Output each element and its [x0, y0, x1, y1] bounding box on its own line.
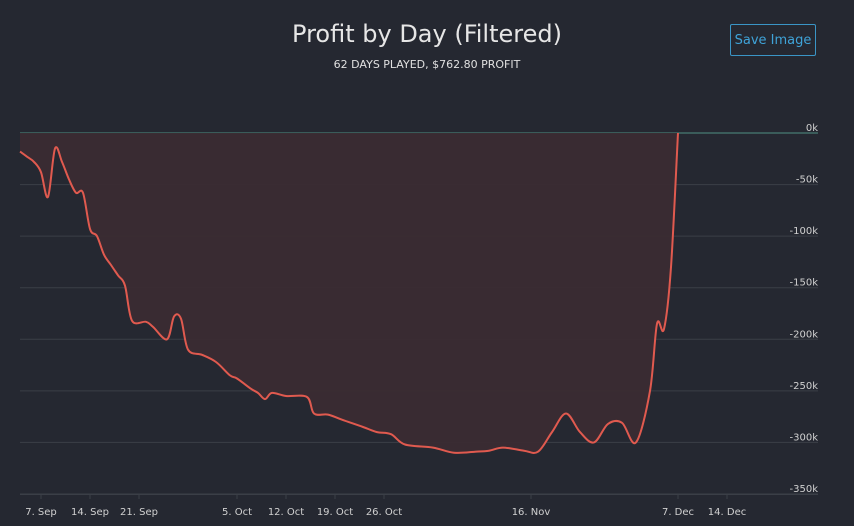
- y-tick-label: -100k: [790, 226, 819, 237]
- x-tick-label: 7. Dec: [662, 507, 694, 518]
- chart-title: Profit by Day (Filtered): [292, 20, 562, 48]
- y-tick-label: -50k: [796, 175, 818, 186]
- chart-subtitle: 62 DAYS PLAYED, $762.80 PROFIT: [333, 58, 521, 71]
- y-tick-label: -300k: [790, 432, 819, 443]
- save-image-button[interactable]: Save Image: [730, 24, 816, 56]
- x-tick-label: 7. Sep: [25, 507, 57, 518]
- x-tick-label: 14. Sep: [71, 507, 109, 518]
- x-tick-label: 19. Oct: [317, 507, 353, 518]
- x-tick-label: 26. Oct: [366, 507, 402, 518]
- x-tick-label: 16. Nov: [512, 507, 551, 518]
- x-tick-label: 21. Sep: [120, 507, 158, 518]
- x-tick-label: 12. Oct: [268, 507, 304, 518]
- profit-series-line: [19, 132, 679, 454]
- x-tick-label: 5. Oct: [222, 507, 252, 518]
- y-tick-label: 0k: [806, 123, 818, 134]
- y-tick-label: -200k: [790, 329, 819, 340]
- y-tick-label: -250k: [790, 381, 819, 392]
- y-axis: 0k -50k -100k -150k -200k -250k -300k -350k: [790, 123, 819, 495]
- x-tick-label: 14. Dec: [708, 507, 746, 518]
- profit-area-fill: [20, 133, 678, 453]
- y-tick-label: -350k: [790, 484, 819, 495]
- y-tick-label: -150k: [790, 278, 819, 289]
- x-axis: 7. Sep 14. Sep 21. Sep 5. Oct 12. Oct 19. Oct…: [25, 494, 746, 518]
